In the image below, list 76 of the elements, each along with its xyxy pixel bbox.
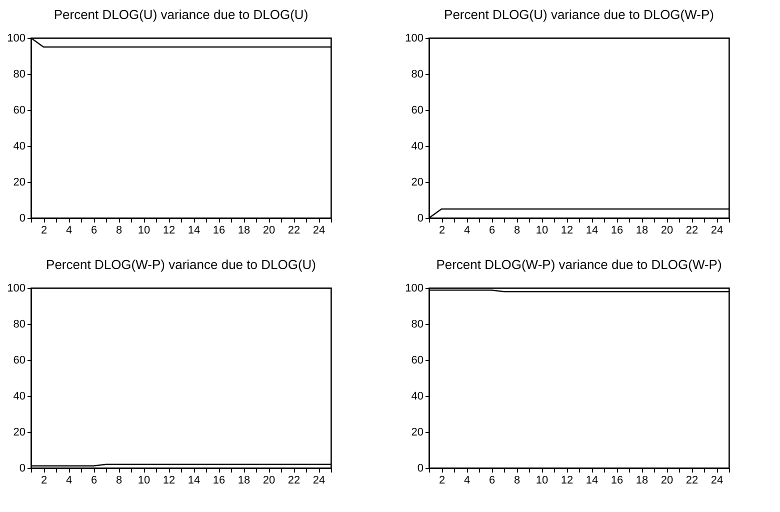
y-tick-label: 40	[13, 140, 26, 152]
x-tick-label: 2	[40, 224, 48, 236]
chart-title: Percent DLOG(W-P) variance due to DLOG(W-P)	[436, 257, 722, 272]
y-tick-label: 40	[411, 140, 424, 152]
y-tick-label: 80	[411, 68, 424, 80]
x-tick-label: 8	[116, 474, 122, 486]
y-tick-label: 80	[411, 318, 424, 330]
x-tick-label: 8	[514, 474, 520, 486]
x-tick-label: 20	[660, 224, 674, 236]
y-tick-label: 60	[411, 354, 424, 366]
x-tick-label: 6	[90, 224, 98, 236]
x-tick-label: 14	[188, 224, 200, 236]
x-tick-label: 22	[686, 474, 698, 486]
y-tick-label: 60	[13, 104, 26, 116]
x-tick-label: 12	[162, 224, 176, 236]
y-tick-label: 0	[417, 212, 424, 224]
y-tick-label: 100	[405, 32, 424, 44]
x-tick-label: 18	[238, 224, 250, 236]
x-tick-label: 16	[610, 474, 624, 486]
x-tick-label: 20	[262, 474, 276, 486]
x-tick-label: 2	[438, 474, 446, 486]
y-tick-label: 100	[405, 282, 424, 294]
y-tick-label: 0	[417, 462, 424, 474]
y-tick-label: 20	[13, 176, 26, 188]
x-tick-label: 12	[560, 474, 574, 486]
x-tick-label: 24	[312, 474, 326, 486]
x-tick-label: 24	[710, 224, 724, 236]
x-tick-label: 18	[636, 474, 648, 486]
x-tick-label: 6	[488, 224, 496, 236]
y-tick-label: 20	[13, 426, 26, 438]
y-tick-label: 0	[19, 212, 26, 224]
x-tick-label: 14	[188, 474, 200, 486]
x-tick-label: 22	[288, 474, 300, 486]
x-tick-label: 12	[560, 224, 574, 236]
x-tick-label: 14	[586, 224, 598, 236]
x-tick-label: 10	[138, 224, 150, 236]
x-tick-label: 16	[212, 224, 226, 236]
x-tick-label: 20	[660, 474, 674, 486]
y-tick-label: 60	[411, 104, 424, 116]
chart-title: Percent DLOG(U) variance due to DLOG(U)	[54, 7, 308, 22]
x-tick-label: 4	[464, 224, 470, 236]
x-tick-label: 16	[610, 224, 624, 236]
y-tick-label: 40	[13, 390, 26, 402]
x-tick-label: 12	[162, 474, 176, 486]
x-tick-label: 24	[710, 474, 724, 486]
x-tick-label: 22	[686, 224, 698, 236]
y-tick-label: 0	[19, 462, 26, 474]
x-tick-label: 18	[238, 474, 250, 486]
x-tick-label: 16	[212, 474, 226, 486]
x-tick-label: 10	[536, 224, 548, 236]
x-tick-label: 10	[536, 474, 548, 486]
chart-title: Percent DLOG(W-P) variance due to DLOG(U)	[46, 257, 316, 272]
x-tick-label: 10	[138, 474, 150, 486]
x-tick-label: 20	[262, 224, 276, 236]
y-tick-label: 100	[7, 32, 26, 44]
x-tick-label: 6	[90, 474, 98, 486]
y-tick-label: 80	[13, 318, 26, 330]
x-tick-label: 6	[488, 474, 496, 486]
x-tick-label: 2	[438, 224, 446, 236]
chart-title: Percent DLOG(U) variance due to DLOG(W-P)	[444, 7, 714, 22]
x-tick-label: 14	[586, 474, 598, 486]
x-tick-label: 4	[464, 474, 470, 486]
y-tick-label: 100	[7, 282, 26, 294]
x-tick-label: 18	[636, 224, 648, 236]
y-tick-label: 60	[13, 354, 26, 366]
x-tick-label: 8	[116, 224, 122, 236]
y-tick-label: 20	[411, 176, 424, 188]
x-tick-label: 24	[312, 224, 326, 236]
x-tick-label: 22	[288, 224, 300, 236]
x-tick-label: 2	[40, 474, 48, 486]
y-tick-label: 40	[411, 390, 424, 402]
x-tick-label: 8	[514, 224, 520, 236]
y-tick-label: 20	[411, 426, 424, 438]
x-tick-label: 4	[66, 224, 72, 236]
x-tick-label: 4	[66, 474, 72, 486]
y-tick-label: 80	[13, 68, 26, 80]
